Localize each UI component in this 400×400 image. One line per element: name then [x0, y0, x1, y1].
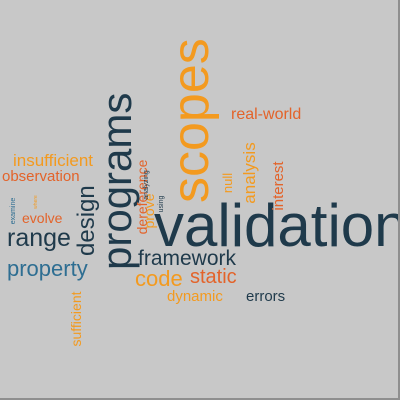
- word-null: null: [221, 169, 235, 197]
- word-using: using: [158, 192, 166, 216]
- word-insufficient: insufficient: [13, 152, 93, 169]
- word-examine: examine: [10, 191, 18, 231]
- word-programs: programs: [96, 110, 138, 270]
- word-analyzing: analyzing: [143, 165, 151, 205]
- word-sufficient: sufficient: [69, 282, 85, 356]
- word-errors: errors: [246, 289, 285, 304]
- word-observation: observation: [2, 169, 80, 184]
- word-real-world: real-world: [231, 107, 301, 123]
- word-dynamic: dynamic: [167, 289, 223, 304]
- word-evolve: evolve: [22, 211, 62, 225]
- word-scopes: scopes: [165, 43, 215, 203]
- word-static: static: [190, 267, 237, 287]
- word-interest: interest: [271, 151, 287, 221]
- word-property: property: [7, 258, 88, 280]
- word-where: where: [34, 193, 40, 211]
- word-design: design: [75, 190, 101, 256]
- word-code: code: [135, 268, 183, 290]
- word-analysis: analysis: [241, 133, 259, 213]
